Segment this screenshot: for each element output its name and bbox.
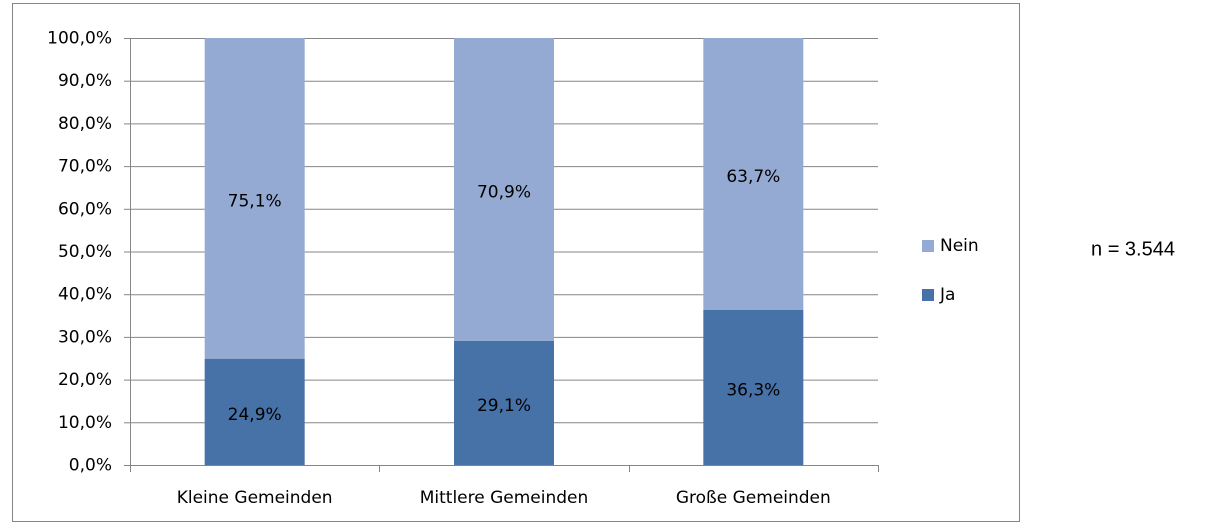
y-tick-label: 30,0% bbox=[58, 327, 112, 347]
y-tick-label: 0,0% bbox=[69, 456, 112, 476]
bar-segment bbox=[703, 309, 804, 465]
value-label: 70,9% bbox=[477, 182, 531, 202]
x-tick-label: Große Gemeinden bbox=[676, 488, 831, 508]
value-label: 63,7% bbox=[726, 167, 780, 187]
y-tick-label: 40,0% bbox=[58, 285, 112, 305]
bar-segment bbox=[204, 358, 305, 465]
legend-label: Ja bbox=[939, 285, 955, 305]
annotation: n = 3.544 bbox=[1091, 238, 1175, 260]
bar-segment bbox=[454, 340, 554, 465]
value-label: 36,3% bbox=[726, 380, 780, 400]
x-tick-label: Kleine Gemeinden bbox=[177, 488, 333, 508]
y-tick-label: 20,0% bbox=[58, 370, 112, 390]
legend-swatch bbox=[922, 289, 934, 301]
y-tick-label: 90,0% bbox=[58, 71, 112, 91]
x-tick-label: Mittlere Gemeinden bbox=[420, 488, 589, 508]
y-tick-label: 10,0% bbox=[58, 413, 112, 433]
bar-segment bbox=[454, 38, 554, 341]
y-tick-label: 50,0% bbox=[58, 242, 112, 262]
y-tick-label: 60,0% bbox=[58, 199, 112, 219]
bar-segment bbox=[204, 38, 305, 359]
value-label: 29,1% bbox=[477, 396, 531, 416]
legend-label: Nein bbox=[940, 236, 979, 256]
y-tick-label: 80,0% bbox=[58, 114, 112, 134]
bar-segment bbox=[703, 38, 804, 310]
y-tick-label: 70,0% bbox=[58, 157, 112, 177]
value-label: 75,1% bbox=[228, 191, 282, 211]
legend-swatch bbox=[922, 240, 934, 252]
value-label: 24,9% bbox=[228, 405, 282, 425]
y-tick-label: 100,0% bbox=[47, 29, 112, 49]
